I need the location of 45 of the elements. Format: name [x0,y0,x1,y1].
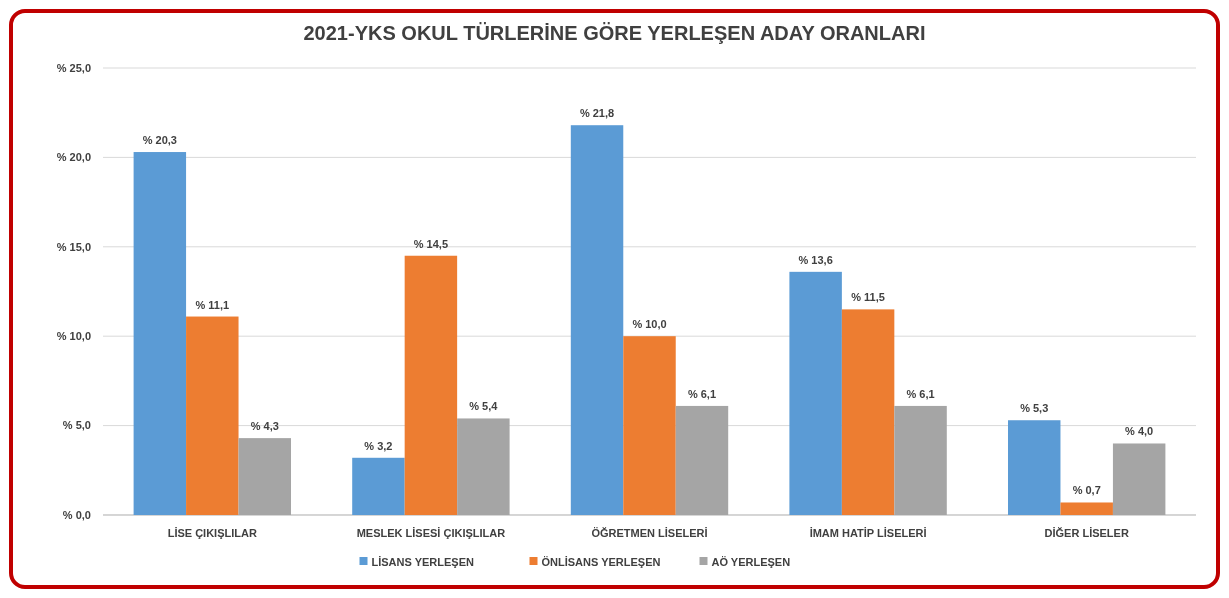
bar [841,309,895,515]
data-label: % 4,0 [1125,425,1154,438]
data-label: % 5,3 [1020,402,1049,415]
bar [404,255,458,515]
data-label: % 20,3 [142,134,177,147]
bar [789,271,842,515]
data-label: % 11,1 [195,298,230,311]
bar [1008,420,1061,515]
bar [1060,502,1113,515]
data-label: % 0,7 [1072,484,1101,497]
y-tick-label: % 10,0 [56,330,91,343]
x-tick-label: ÖĞRETMEN LİSELERİ [591,527,708,539]
y-tick-label: % 5,0 [62,419,91,432]
data-label: % 21,8 [579,107,615,120]
y-tick-label: % 25,0 [56,61,91,74]
data-label: % 11,5 [851,291,885,304]
bar [894,405,947,515]
bar [675,405,729,515]
data-label: % 5,4 [469,400,499,413]
x-tick-label: LİSE ÇIKIŞLILAR [167,527,257,539]
chart-title: 2021-YKS OKUL TÜRLERİNE GÖRE YERLEŞEN ADAY ORANLARI [303,22,926,44]
bar [352,457,405,515]
data-label: % 13,6 [798,253,833,266]
data-label: % 6,1 [906,387,935,400]
y-tick-label: % 0,0 [62,508,91,521]
bar [238,438,291,515]
bar [623,336,676,515]
legend-label: ÖNLİSANS YERLEŞEN [541,555,661,568]
data-label: % 4,3 [250,420,279,433]
x-tick-label: MESLEK LİSESİ ÇIKIŞLILAR [356,527,506,539]
data-label: % 14,5 [413,237,449,250]
bar [457,418,510,515]
x-tick-label: İMAM HATİP LİSELERİ [809,527,927,539]
legend-label: LİSANS YERLEŞEN [371,555,475,568]
data-label: % 10,0 [632,318,667,331]
legend-label: AÖ YERLEŞEN [711,555,791,568]
y-tick-label: % 15,0 [56,240,91,253]
bar [1112,443,1166,515]
data-label: % 6,1 [687,387,717,400]
y-tick-label: % 20,0 [56,151,91,164]
bar [186,316,239,515]
bar [570,125,624,515]
data-label: % 3,2 [364,439,393,452]
x-tick-label: DİĞER LİSELER [1044,527,1129,539]
bar [133,152,187,515]
